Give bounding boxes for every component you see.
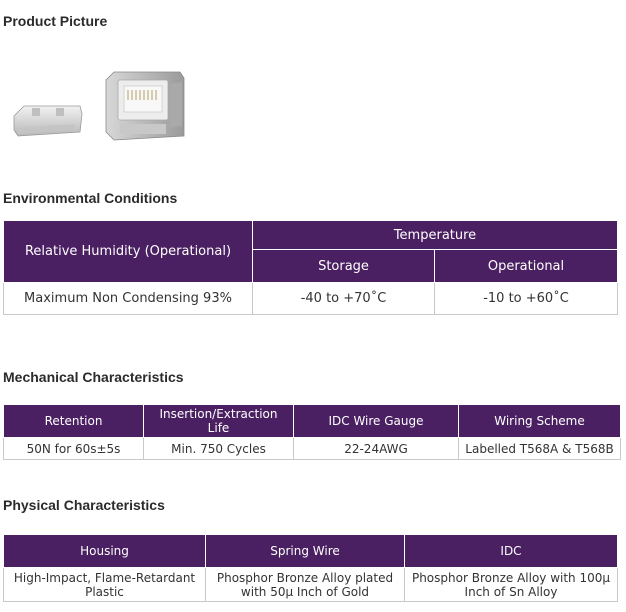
housing-value: High-Impact, Flame-Retardant Plastic (3, 567, 206, 602)
operational-header: Operational (433, 249, 619, 283)
storage-header: Storage (252, 249, 435, 283)
temperature-header: Temperature (251, 220, 619, 250)
retention-header: Retention (3, 404, 144, 438)
physical-table: Housing Spring Wire IDC High-Impact, Fla… (3, 534, 618, 602)
keystone-jack-image (13, 71, 185, 141)
storage-value: -40 to +70˚C (252, 282, 435, 315)
retention-value: 50N for 60s±5s (3, 437, 144, 460)
spring-wire-header: Spring Wire (205, 534, 405, 568)
humidity-value: Maximum Non Condensing 93% (3, 282, 253, 315)
insertion-life-value: Min. 750 Cycles (143, 437, 294, 460)
idc-value: Phosphor Bronze Alloy with 100μ Inch of … (404, 567, 618, 602)
humidity-header: Relative Humidity (Operational) (3, 220, 253, 283)
physical-heading: Physical Characteristics (3, 497, 165, 513)
insertion-life-header: Insertion/Extraction Life (143, 404, 294, 438)
mechanical-table: Retention Insertion/Extraction Life IDC … (3, 404, 621, 460)
idc-header: IDC (404, 534, 618, 568)
environmental-heading: Environmental Conditions (3, 190, 178, 206)
wiring-scheme-value: Labelled T568A & T568B (458, 437, 621, 460)
idc-wire-gauge-header: IDC Wire Gauge (293, 404, 459, 438)
idc-wire-gauge-value: 22-24AWG (293, 437, 459, 460)
housing-header: Housing (3, 534, 206, 568)
spring-wire-value: Phosphor Bronze Alloy plated with 50μ In… (205, 567, 405, 602)
operational-value: -10 to +60˚C (433, 282, 619, 315)
wiring-scheme-header: Wiring Scheme (458, 404, 621, 438)
environmental-table: Relative Humidity (Operational) Temperat… (3, 220, 619, 315)
product-picture-heading: Product Picture (3, 13, 108, 29)
mechanical-heading: Mechanical Characteristics (3, 369, 184, 385)
